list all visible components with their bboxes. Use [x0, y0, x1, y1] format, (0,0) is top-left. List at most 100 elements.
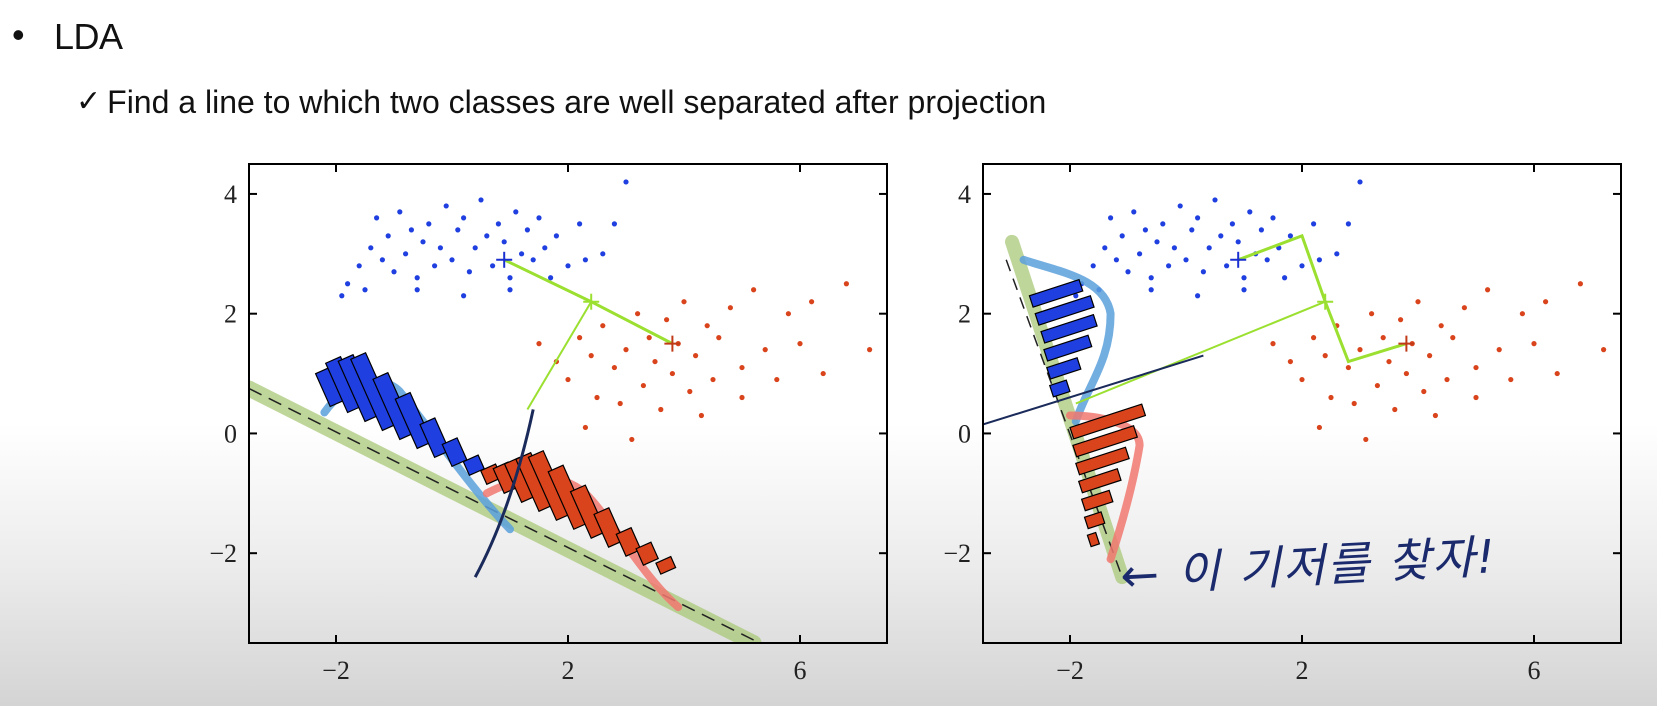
blue-hist-bar	[419, 417, 451, 459]
red-point	[588, 353, 594, 359]
blue-point	[1224, 263, 1230, 269]
blue-point	[461, 215, 467, 221]
y-tick-label: 0	[224, 419, 237, 448]
blue-point	[362, 287, 368, 293]
blue-point	[345, 281, 351, 287]
red-point	[611, 364, 618, 371]
red-point	[536, 341, 542, 347]
blue-point	[385, 233, 391, 239]
red-point	[1311, 335, 1317, 341]
blue-point	[455, 227, 461, 233]
red-point	[1421, 388, 1427, 395]
red-point	[1403, 370, 1409, 377]
red-point	[1432, 412, 1438, 419]
blue-point	[403, 251, 409, 257]
blue-point	[490, 263, 496, 269]
perpendicular-line	[526, 301, 593, 410]
red-point	[646, 335, 652, 341]
blue-point	[519, 251, 525, 257]
blue-point	[1206, 245, 1212, 251]
red-point	[629, 436, 635, 443]
red-point	[1554, 370, 1560, 377]
red-point	[1328, 394, 1334, 401]
red-point	[1519, 311, 1525, 317]
red-hist-bar	[1077, 468, 1122, 494]
x-tick-label: 2	[1296, 656, 1309, 685]
blue-point	[623, 179, 629, 185]
blue-point	[374, 215, 380, 221]
blue-point	[1247, 209, 1253, 215]
blue-point	[432, 263, 438, 269]
red-point	[716, 335, 722, 341]
blue-point	[1090, 263, 1096, 269]
blue-point	[1148, 287, 1154, 293]
blue-point	[548, 275, 554, 281]
red-point	[600, 323, 606, 329]
red-point	[1531, 341, 1537, 347]
red-point	[704, 323, 710, 329]
blue-point	[339, 293, 345, 299]
chart-panel-1: −2 2 6 4 2 0 −2	[209, 163, 888, 685]
blue-point	[1357, 179, 1363, 185]
red-point	[664, 317, 670, 323]
blue-point	[437, 245, 443, 251]
blue-point	[1334, 251, 1340, 257]
red-point	[577, 335, 583, 341]
red-point	[710, 376, 716, 383]
blue-point	[1241, 275, 1247, 281]
red-point	[617, 400, 623, 407]
y-tick-label: 0	[958, 419, 971, 448]
blue-hist-bar	[394, 391, 433, 450]
chart-panel-2: −2 2 6 4 2 0 −2	[943, 163, 1622, 685]
blue-point	[368, 245, 374, 251]
red-point	[1485, 287, 1491, 293]
blue-point	[426, 221, 432, 227]
blue-point	[553, 233, 560, 239]
blue-point	[1154, 239, 1160, 245]
red-point	[1438, 323, 1444, 329]
y-tick-label: 4	[958, 180, 971, 209]
blue-point	[507, 275, 513, 281]
blue-point	[1102, 245, 1108, 251]
red-point	[594, 394, 600, 401]
red-hist-bar	[635, 541, 660, 566]
blue-point	[484, 233, 490, 239]
red-point	[762, 347, 768, 353]
blue-point	[391, 269, 397, 275]
red-point	[1374, 382, 1380, 389]
red-point	[1345, 364, 1351, 371]
blue-point	[577, 221, 583, 227]
x-tick-label: 2	[562, 656, 575, 685]
red-point	[565, 376, 571, 383]
x-tick-label: 6	[794, 656, 807, 685]
red-density	[1066, 411, 1144, 564]
blue-hist-bar	[1040, 313, 1098, 344]
blue-point	[1235, 239, 1241, 245]
blue-point	[1264, 257, 1270, 263]
blue-point	[379, 257, 385, 263]
red-point	[867, 347, 873, 353]
checkmark-icon: ✓	[76, 84, 102, 119]
blue-point	[530, 257, 536, 263]
blue-point	[600, 251, 606, 257]
blue-point	[1212, 197, 1218, 203]
red-point	[751, 287, 757, 293]
red-point	[1577, 281, 1583, 287]
red-point	[1369, 311, 1375, 317]
blue-point	[1142, 227, 1148, 233]
blue-point	[414, 275, 420, 281]
blue-point	[420, 239, 426, 245]
blue-point	[1189, 227, 1195, 233]
blue-hist-bar	[1028, 278, 1084, 308]
red-hist-bar	[593, 506, 625, 548]
plot-area	[249, 179, 873, 643]
blue-point	[1108, 215, 1114, 221]
blue-point	[524, 227, 531, 233]
red-point	[669, 370, 676, 377]
blue-point	[1073, 293, 1079, 299]
blue-point	[611, 221, 618, 227]
red-hist-bar	[615, 526, 642, 557]
blue-point	[1171, 245, 1177, 251]
red-point	[652, 358, 658, 365]
blue-point	[478, 197, 484, 203]
